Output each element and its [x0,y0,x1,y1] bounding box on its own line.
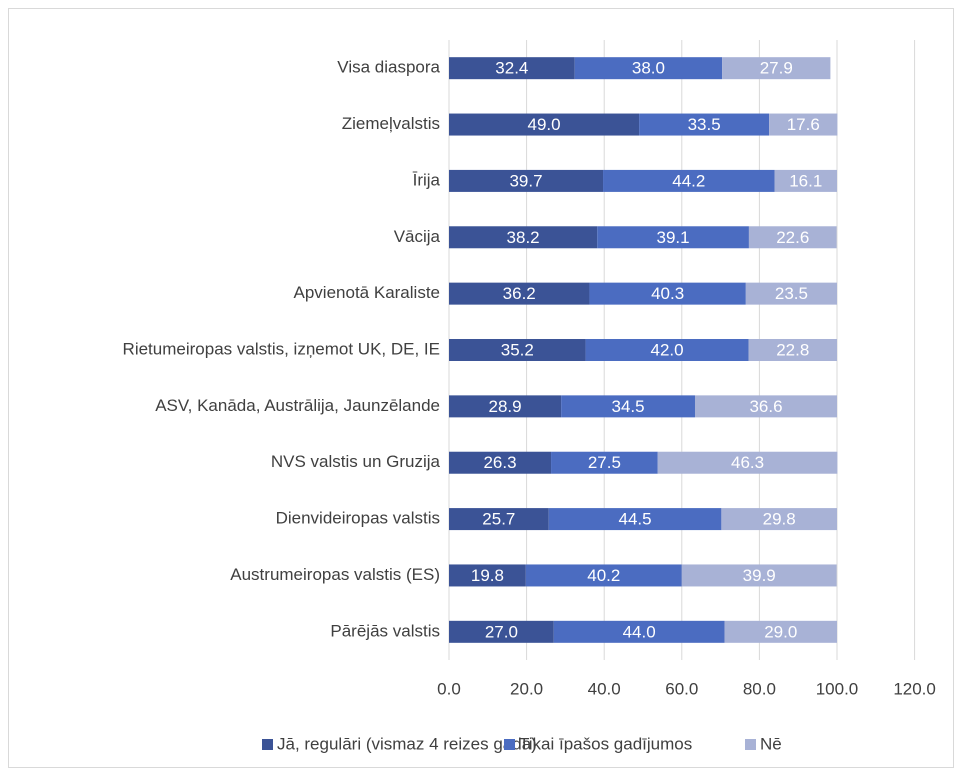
bar-segment [449,395,562,418]
bar-segment [449,508,549,531]
legend-swatch [504,739,515,750]
legend-label: Jā, regulāri (vismaz 4 reizes gadā) [277,734,537,753]
x-tick-label: 0.0 [437,679,461,698]
bar-segment [724,620,837,643]
bar-segment [551,451,658,474]
y-tick-label: Apvienotā Karaliste [294,283,440,302]
bar-segment [657,451,838,474]
value-label: 26.3 [483,453,516,472]
bar-segment [449,339,586,361]
value-label: 49.0 [528,115,561,134]
bar-segment [589,282,746,305]
value-label: 29.0 [764,622,797,641]
value-label: 29.8 [763,510,796,529]
value-label: 39.9 [743,566,776,585]
value-label: 44.5 [618,510,651,529]
bar-segment [449,451,552,474]
value-label: 35.2 [501,340,534,359]
legend-label: Tikai īpašos gadījumos [519,734,692,753]
bar-segment [449,113,640,136]
value-label: 23.5 [775,284,808,303]
value-label: 34.5 [612,397,645,416]
value-label: 36.2 [503,284,536,303]
value-label: 46.3 [731,453,764,472]
value-label: 16.1 [789,171,822,190]
value-label: 42.0 [651,340,684,359]
bar-segment [639,113,770,136]
bar-segment [748,226,837,249]
y-tick-label: Pārējās valstis [330,621,440,640]
value-label: 36.6 [749,397,782,416]
value-label: 27.9 [760,59,793,78]
legend-swatch [262,739,273,750]
bar-segment [721,508,837,531]
bar-segment [574,57,723,80]
bar-segment [561,395,695,418]
bar-segment [774,169,837,192]
bar-segment [745,282,837,305]
y-tick-label: Austrumeiropas valstis (ES) [230,565,440,584]
value-label: 22.8 [776,340,809,359]
x-tick-label: 20.0 [510,679,543,698]
value-label: 38.0 [632,59,665,78]
y-tick-label: Vācija [394,227,441,246]
y-tick-label: Īrija [413,170,441,189]
value-label: 25.7 [482,510,515,529]
bar-segment [449,564,526,587]
bar-segment [603,169,775,192]
value-label: 19.8 [471,566,504,585]
y-tick-label: Ziemeļvalstis [342,114,440,133]
bar-segment [722,57,831,80]
value-label: 27.5 [588,453,621,472]
value-label: 22.6 [776,228,809,247]
bar-segment [681,564,837,587]
x-tick-label: 120.0 [893,679,936,698]
y-tick-label: Visa diaspora [337,58,440,77]
bar-segment [449,226,598,249]
legend-label: Nē [760,734,782,753]
value-label: 17.6 [787,115,820,134]
bar-segment [525,564,682,587]
x-tick-label: 40.0 [588,679,621,698]
value-label: 44.0 [623,622,656,641]
value-label: 28.9 [489,397,522,416]
value-label: 27.0 [485,622,518,641]
x-tick-label: 80.0 [743,679,776,698]
value-label: 33.5 [688,115,721,134]
value-label: 40.2 [587,566,620,585]
value-label: 39.7 [509,171,542,190]
x-tick-label: 60.0 [665,679,698,698]
value-label: 44.2 [672,171,705,190]
value-label: 32.4 [495,59,528,78]
bar-segment [769,113,838,136]
bar-segment [449,57,575,80]
bar-segment [548,508,722,531]
y-tick-label: ASV, Kanāda, Austrālija, Jaunzēlande [155,396,440,415]
bar-segment [553,620,725,643]
value-label: 38.2 [507,228,540,247]
bar-segment [748,339,837,361]
bar-segment [597,226,749,249]
bar-segment [694,395,837,418]
bar-segment [449,282,590,305]
value-label: 39.1 [657,228,690,247]
bar-segment [449,169,604,192]
x-tick-label: 100.0 [816,679,859,698]
bar-segment [585,339,749,361]
value-label: 40.3 [651,284,684,303]
y-tick-label: NVS valstis un Gruzija [271,452,441,471]
legend-swatch [745,739,756,750]
y-tick-label: Rietumeiropas valstis, izņemot UK, DE, I… [123,339,440,358]
y-tick-label: Dienvideiropas valstis [276,509,440,528]
bar-segment [449,620,554,643]
